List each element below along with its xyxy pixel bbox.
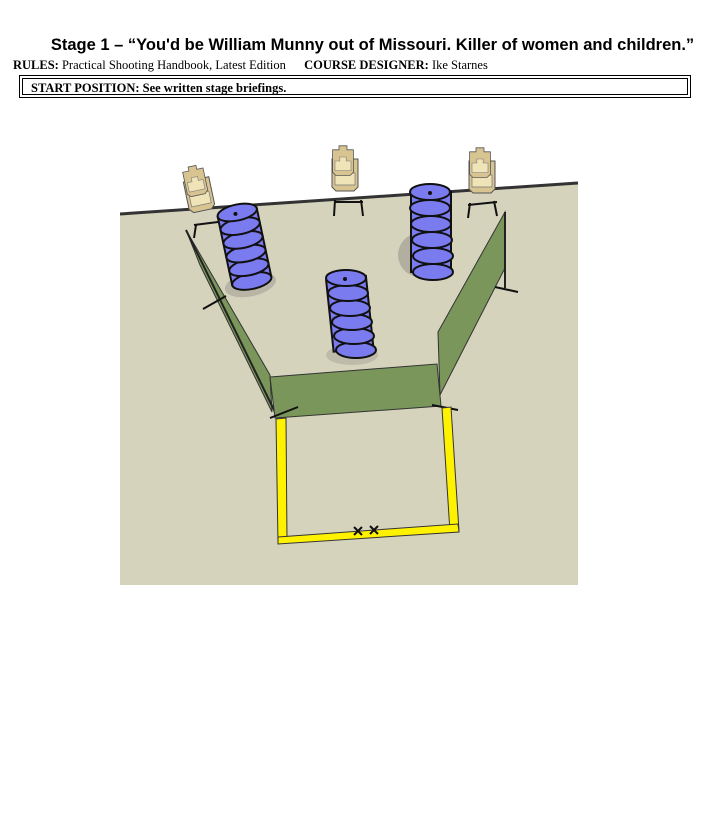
rules-label: RULES: xyxy=(13,58,59,72)
stage-title: Stage 1 – “You'd be William Munny out of… xyxy=(50,36,695,54)
stage-meta: RULES: Practical Shooting Handbook, Late… xyxy=(13,58,488,73)
start-position-box: START POSITION: See written stage briefi… xyxy=(19,75,691,98)
paper-target-center xyxy=(331,145,364,217)
designer-label: COURSE DESIGNER: xyxy=(304,58,429,72)
wall-left xyxy=(185,229,276,413)
barrel-stack-right xyxy=(398,183,454,281)
barrel-stack-center xyxy=(325,269,378,365)
barrel-stack-left xyxy=(214,199,276,298)
stage-diagram xyxy=(120,145,578,585)
wall-front xyxy=(269,363,459,419)
shooting-box xyxy=(275,406,460,545)
start-position-marks xyxy=(353,525,379,536)
start-position-text: START POSITION: See written stage briefi… xyxy=(22,78,688,95)
rules-value: Practical Shooting Handbook, Latest Edit… xyxy=(61,58,286,72)
paper-target-right xyxy=(467,147,498,219)
designer-value: Ike Starnes xyxy=(431,58,488,72)
